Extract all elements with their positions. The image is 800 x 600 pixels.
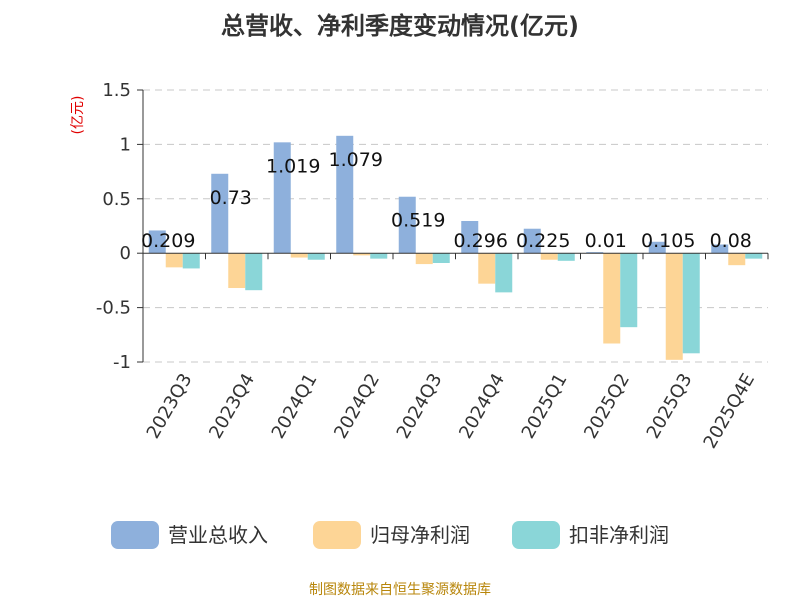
bars-group [148,135,763,360]
data-label: 0.01 [585,230,627,252]
bar-2-2023Q4 [228,253,246,289]
legend-swatch [512,521,560,549]
bar-1-2024Q1 [273,142,291,254]
legend-item-2[interactable]: 归母净利润 [313,521,470,549]
bar-1-2023Q3 [148,230,166,254]
bar-2-2024Q3 [415,253,433,265]
y-unit-label: (亿元) [70,96,86,135]
y-tick-label: 0 [120,243,131,264]
data-label: 0.519 [391,210,445,232]
legend-label: 营业总收入 [168,523,268,547]
legend-item-1[interactable]: 营业总收入 [111,521,268,549]
x-tick-label: 2024Q3 [393,370,447,442]
x-tick-label: 2023Q3 [143,370,197,442]
bar-2-2023Q3 [165,253,183,268]
legend-swatch [111,521,159,549]
y-tick-label: -1 [113,352,131,373]
data-label: 0.73 [210,187,252,209]
bar-3-2023Q4 [245,253,263,291]
data-label: 0.209 [141,230,195,252]
bar-2-2025Q4E [728,253,746,266]
source-note: 制图数据来自恒生聚源数据库 [309,582,491,598]
bar-1-2025Q2 [586,252,604,254]
data-label: 0.225 [516,230,570,252]
bar-2-2025Q1 [540,253,558,260]
x-tick-label: 2024Q2 [330,370,384,442]
bar-3-2024Q2 [370,253,388,259]
x-tick-label: 2025Q1 [518,370,572,442]
data-label: 0.08 [710,230,752,252]
x-tick-label: 2023Q4 [205,370,259,442]
x-tick-label: 2024Q1 [268,370,322,442]
y-tick-label: -0.5 [96,298,131,319]
legend[interactable]: 营业总收入 归母净利润 扣非净利润 [111,521,669,549]
y-tick-label: 1.5 [102,80,131,101]
legend-swatch [313,521,361,549]
x-tick-label: 2025Q2 [580,370,634,442]
bar-3-2024Q1 [307,253,325,260]
bar-1-2025Q3 [648,241,666,254]
data-label: 0.105 [641,230,695,252]
bar-2-2024Q2 [353,253,371,256]
bar-1-2023Q4 [211,173,229,254]
x-tick-label: 2025Q4E [699,370,759,452]
bar-3-2023Q3 [182,253,200,269]
bar-3-2024Q3 [432,253,450,263]
chart-title: 总营收、净利季度变动情况(亿元) [221,12,579,40]
bar-2-2025Q3 [665,253,683,360]
bar-3-2024Q4 [495,253,513,293]
y-tick-label: 1 [120,134,131,155]
data-labels-group: 0.209 0.73 1.019 1.079 0.519 0.296 0.225 0.01 0.… [141,149,752,252]
bar-1-2024Q2 [336,135,354,254]
bar-3-2025Q4E [745,253,763,259]
bar-3-2025Q3 [682,253,700,354]
bar-1-2025Q1 [523,228,541,254]
bar-3-2025Q2 [620,253,638,328]
bar-1-2024Q4 [461,220,479,254]
gridlines [143,89,768,363]
x-tick-label: 2024Q4 [455,370,509,442]
legend-label: 扣非净利润 [569,523,669,547]
bar-1-2024Q3 [398,196,416,254]
bar-2-2024Q4 [478,253,496,284]
data-label: 1.079 [329,149,383,171]
x-tick-label: 2025Q3 [643,370,697,442]
data-label: 0.296 [454,230,508,252]
y-tick-label: 0.5 [102,189,131,210]
legend-item-3[interactable]: 扣非净利润 [512,521,669,549]
legend-label: 归母净利润 [370,523,470,547]
data-label: 1.019 [266,155,320,177]
bar-2-2024Q1 [290,253,308,258]
bar-3-2025Q1 [557,253,575,261]
bar-2-2025Q2 [603,253,621,344]
bar-1-2025Q4E [711,244,729,254]
